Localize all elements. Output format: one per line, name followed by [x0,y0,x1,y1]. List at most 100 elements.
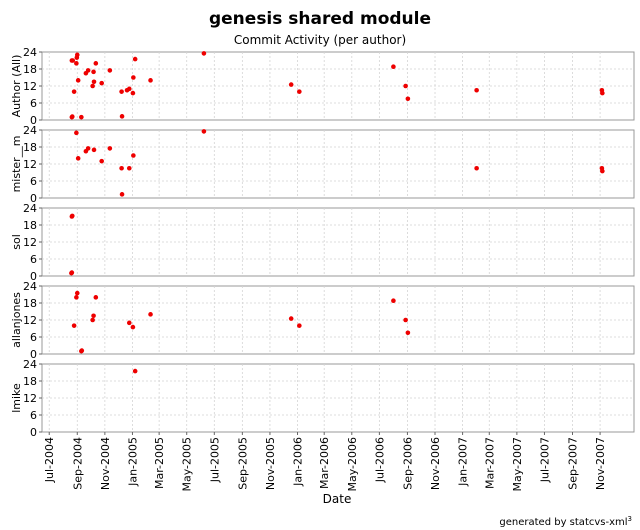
data-point [126,86,132,92]
x-tick-label: Sep-2006 [401,437,414,490]
y-tick-label: 0 [30,192,37,205]
data-point [91,79,97,85]
y-tick-label: 24 [23,124,37,137]
data-point [91,147,97,153]
data-point [600,168,605,174]
data-point [85,68,91,73]
data-point [74,130,79,136]
y-tick-label: 6 [30,409,37,422]
y-tick-label: 18 [23,375,37,388]
y-tick-label: 0 [30,348,37,361]
data-point [201,129,207,134]
x-tick-label: Sep-2007 [566,437,579,490]
y-axis-label: mister__m [10,136,23,193]
data-point [148,312,153,317]
data-point [126,165,132,171]
x-tick-label: Mar-2005 [153,437,166,489]
y-tick-label: 24 [23,280,37,293]
y-axis-label: sol [10,234,23,250]
y-tick-label: 12 [23,158,37,171]
data-point [71,323,77,328]
y-tick-label: 24 [23,202,37,215]
data-point [132,56,138,62]
data-point [79,348,85,353]
y-tick-label: 18 [23,219,37,232]
x-tick-label: Jul-2006 [373,437,386,483]
y-tick-label: 0 [30,270,37,283]
footer-credit: generated by statcvs-xml3 [499,515,632,528]
x-tick-label: Jan-2006 [292,437,305,487]
data-point [99,80,104,86]
x-tick-label: Sep-2004 [71,437,84,490]
data-point [93,295,99,300]
data-point [403,83,408,89]
x-axis-label: Date [323,492,352,506]
data-point [90,83,95,89]
y-tick-label: 24 [23,358,37,371]
data-point [130,90,136,96]
data-point [90,317,95,323]
data-point [70,114,75,119]
data-point [600,90,605,96]
x-tick-label: Jan-2005 [126,437,139,487]
data-point [74,290,80,296]
y-tick-label: 6 [30,175,37,188]
y-tick-label: 18 [23,141,37,154]
y-axis-label: Author (All) [10,55,23,118]
x-tick-label: Jan-2007 [457,437,470,487]
y-tick-label: 6 [30,331,37,344]
y-tick-label: 12 [23,236,37,249]
data-point [93,61,99,66]
data-point [474,87,479,93]
data-point [74,61,79,66]
chart-subtitle: Commit Activity (per author) [234,33,406,47]
y-axis-label: allanjones [10,292,23,348]
x-tick-label: Nov-2007 [594,437,607,490]
x-axis: Jul-2004 Sep-2004 Nov-2004 Jan-2005 Mar-2005… [43,432,607,492]
data-point [79,114,84,120]
data-point [71,89,77,94]
y-tick-label: 6 [30,253,37,266]
data-point [297,323,302,328]
chart-title: genesis shared module [209,9,431,29]
y-tick-label: 18 [23,63,37,76]
footer-text: generated by statcvs-xml [499,517,627,528]
data-point [201,51,207,56]
x-tick-label: Mar-2007 [483,437,496,489]
y-tick-label: 24 [23,46,37,59]
data-point [69,270,75,275]
footer-superscript: 3 [628,515,632,523]
x-tick-label: Jul-2005 [208,437,221,483]
data-point [74,295,79,300]
panel-2: 0 6 12 18 24 sol [10,202,635,283]
x-tick-label: Nov-2005 [264,437,277,490]
y-tick-label: 12 [23,392,37,405]
data-point [99,158,104,164]
x-tick-label: Nov-2006 [429,437,442,490]
data-point [85,146,91,151]
data-point [403,317,408,323]
y-tick-label: 0 [30,426,37,439]
data-point [391,298,396,304]
x-tick-label: Mar-2006 [318,437,331,489]
data-point [119,165,124,171]
x-tick-label: May-2007 [511,437,524,492]
y-tick-label: 12 [23,314,37,327]
data-point [70,58,76,63]
data-point [119,192,125,197]
data-point [107,68,113,73]
data-point [391,64,396,70]
data-point [131,75,136,80]
data-point [132,368,138,374]
data-point [75,156,81,161]
data-point [74,52,80,58]
data-point [405,330,411,336]
data-point [70,213,75,219]
x-tick-label: Jul-2007 [538,437,551,483]
